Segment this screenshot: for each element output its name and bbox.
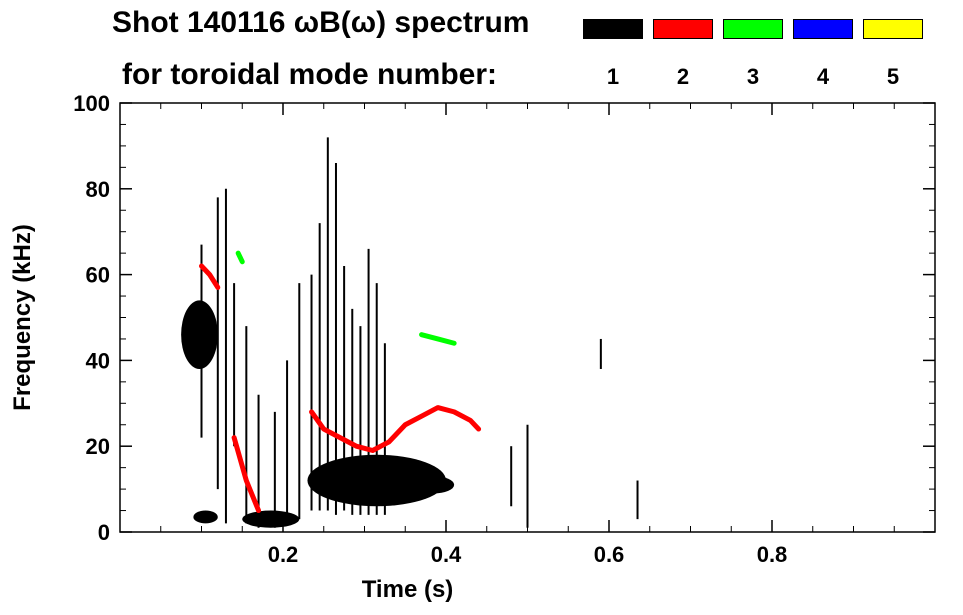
spectrogram-marks <box>181 137 639 528</box>
spectral-blob-1 <box>181 300 218 369</box>
legend-mode-number-5: 5 <box>886 64 900 89</box>
y-axis-label: Frequency (kHz) <box>9 224 36 411</box>
y-tick-label-2: 20 <box>86 434 110 459</box>
legend-mode-number-3: 3 <box>746 64 760 89</box>
legend-swatch-mode-3 <box>723 19 783 39</box>
y-tick-label-3: 40 <box>86 348 110 373</box>
y-tick-label-1: 0 <box>98 520 110 545</box>
legend-mode-number-4: 4 <box>816 64 830 89</box>
x-tick-label-3: 0.6 <box>594 542 625 567</box>
legend-swatch-mode-1 <box>583 19 643 39</box>
spectral-blob-5 <box>193 510 218 524</box>
chart-title-line1: Shot 140116 ωB(ω) spectrum <box>112 6 530 39</box>
chart-title-line2: for toroidal mode number: <box>122 58 497 91</box>
x-tick-label-1: 0.2 <box>268 542 299 567</box>
y-tick-label-5: 80 <box>86 177 110 202</box>
legend-mode-number-2: 2 <box>676 64 690 89</box>
mode-2-track-1 <box>309 405 482 453</box>
x-axis-label: Time (s) <box>362 576 454 603</box>
axes: 0.2 0.4 0.6 0.8 0 20 40 60 80 100 <box>73 91 935 567</box>
x-tick-label-2: 0.4 <box>431 542 462 567</box>
x-tick-label-4: 0.8 <box>757 542 788 567</box>
mode-2-track-3 <box>231 435 262 514</box>
mode-3-track-5 <box>235 250 245 265</box>
y-tick-label-4: 60 <box>86 263 110 288</box>
mode-3-track-4 <box>419 332 457 346</box>
legend-swatch-mode-4 <box>793 19 853 39</box>
spectral-blob-4 <box>242 510 300 528</box>
legend-swatch-mode-2 <box>653 19 713 39</box>
legend-mode-number-1: 1 <box>606 64 620 89</box>
y-tick-label-6: 100 <box>73 91 110 116</box>
mode-2-track-2 <box>199 263 221 290</box>
spectral-blob-3 <box>413 476 455 494</box>
legend-swatch-mode-5 <box>863 19 923 39</box>
